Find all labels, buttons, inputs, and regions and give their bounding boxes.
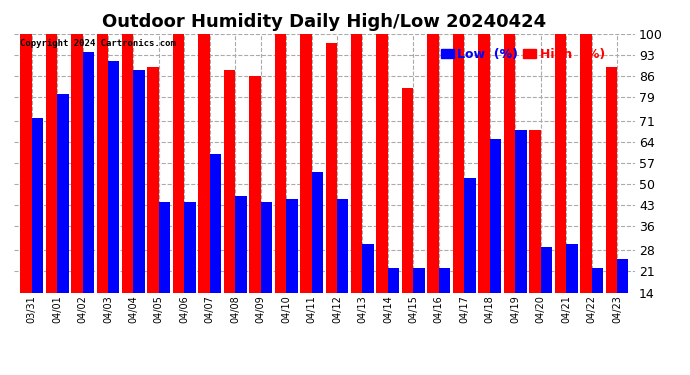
Bar (46, 34, 57, 334)
Bar (566, 244, 578, 334)
Bar (122, 34, 133, 334)
Bar (504, 34, 515, 334)
Bar (464, 178, 475, 334)
Bar (362, 244, 374, 334)
Bar (71, 34, 83, 334)
Bar (108, 61, 119, 334)
Bar (57, 94, 68, 334)
Bar (32, 118, 43, 334)
Bar (427, 34, 439, 334)
Bar (198, 34, 210, 334)
Bar (555, 34, 566, 334)
Bar (249, 76, 261, 334)
Bar (413, 268, 425, 334)
Bar (606, 67, 617, 334)
Bar (541, 248, 552, 334)
Bar (312, 172, 323, 334)
Bar (453, 34, 464, 334)
Bar (83, 52, 94, 334)
Legend: Low  (%), High  (%): Low (%), High (%) (436, 43, 610, 66)
Title: Outdoor Humidity Daily High/Low 20240424: Outdoor Humidity Daily High/Low 20240424 (102, 13, 546, 31)
Bar (275, 34, 286, 334)
Bar (224, 70, 235, 334)
Bar (377, 34, 388, 334)
Bar (617, 260, 629, 334)
Bar (515, 130, 526, 334)
Bar (20, 34, 32, 334)
Bar (210, 154, 221, 334)
Bar (388, 268, 400, 334)
Bar (402, 88, 413, 334)
Bar (159, 202, 170, 334)
Bar (97, 34, 108, 334)
Bar (300, 34, 312, 334)
Bar (529, 130, 541, 334)
Bar (478, 34, 490, 334)
Bar (490, 139, 501, 334)
Bar (133, 70, 145, 334)
Bar (326, 43, 337, 334)
Bar (261, 202, 272, 334)
Bar (148, 67, 159, 334)
Bar (439, 268, 451, 334)
Bar (173, 34, 184, 334)
Bar (235, 196, 247, 334)
Bar (591, 268, 603, 334)
Bar (337, 199, 348, 334)
Bar (351, 34, 362, 334)
Text: Copyright 2024 Cartronics.com: Copyright 2024 Cartronics.com (20, 39, 176, 48)
Bar (184, 202, 196, 334)
Bar (286, 199, 297, 334)
Bar (580, 34, 591, 334)
